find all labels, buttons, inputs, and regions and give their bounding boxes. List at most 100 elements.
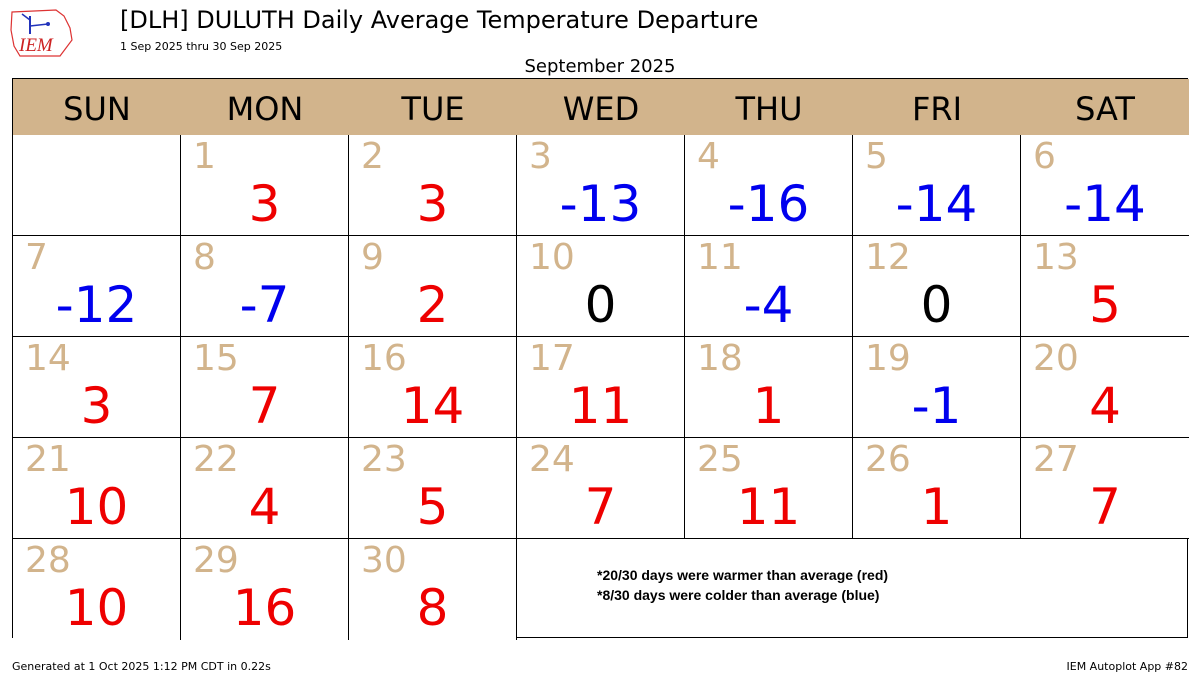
day-number: 18	[697, 338, 743, 379]
temperature-departure: 11	[568, 377, 633, 435]
temperature-departure: -14	[895, 175, 978, 233]
month-label: September 2025	[524, 56, 676, 77]
day-number: 10	[529, 237, 575, 278]
empty-day-cell	[13, 135, 181, 236]
day-cell: 5 -14	[853, 135, 1021, 236]
day-number: 4	[697, 136, 720, 177]
day-cell: 12 0	[853, 236, 1021, 337]
day-cell: 10 0	[517, 236, 685, 337]
temperature-departure: -4	[743, 276, 794, 334]
temperature-departure: 0	[920, 276, 953, 334]
day-number: 24	[529, 439, 575, 480]
temperature-departure: 7	[248, 377, 281, 435]
temperature-departure: -1	[911, 377, 962, 435]
app-label: IEM Autoplot App #82	[1066, 660, 1189, 673]
weekday-sun: SUN	[13, 79, 181, 135]
temperature-departure: 1	[920, 478, 953, 536]
warm-days-note: *20/30 days were warmer than average (re…	[597, 567, 889, 583]
day-number: 27	[1033, 439, 1079, 480]
day-number: 23	[361, 439, 407, 480]
summary-notes: *20/30 days were warmer than average (re…	[517, 539, 1189, 639]
weekday-mon: MON	[181, 79, 349, 135]
day-number: 21	[25, 439, 71, 480]
day-number: 13	[1033, 237, 1079, 278]
day-number: 1	[193, 136, 216, 177]
day-cell: 18 1	[685, 337, 853, 438]
day-number: 25	[697, 439, 743, 480]
day-number: 14	[25, 338, 71, 379]
temperature-departure: -16	[727, 175, 810, 233]
temperature-departure: -12	[55, 276, 138, 334]
day-number: 30	[361, 540, 407, 581]
temperature-departure: -13	[559, 175, 642, 233]
svg-text:IEM: IEM	[18, 35, 54, 56]
day-number: 7	[25, 237, 48, 278]
temperature-departure: 16	[232, 579, 297, 637]
day-cell: 6 -14	[1021, 135, 1189, 236]
day-cell: 7 -12	[13, 236, 181, 337]
temperature-departure: 4	[248, 478, 281, 536]
weekday-tue: TUE	[349, 79, 517, 135]
day-cell: 28 10	[13, 539, 181, 640]
day-number: 17	[529, 338, 575, 379]
day-cell: 27 7	[1021, 438, 1189, 539]
temperature-departure: 10	[64, 579, 129, 637]
day-number: 11	[697, 237, 743, 278]
day-number: 22	[193, 439, 239, 480]
iem-logo: IEM	[8, 6, 80, 58]
day-number: 12	[865, 237, 911, 278]
weekday-thu: THU	[685, 79, 853, 135]
day-number: 5	[865, 136, 888, 177]
day-number: 19	[865, 338, 911, 379]
temperature-departure: 5	[416, 478, 449, 536]
temperature-departure: 2	[416, 276, 449, 334]
day-number: 16	[361, 338, 407, 379]
temperature-departure: 3	[80, 377, 113, 435]
temperature-departure: 8	[416, 579, 449, 637]
day-number: 15	[193, 338, 239, 379]
day-number: 29	[193, 540, 239, 581]
temperature-departure: 14	[400, 377, 465, 435]
chart-title: [DLH] DULUTH Daily Average Temperature D…	[120, 6, 759, 34]
day-cell: 26 1	[853, 438, 1021, 539]
day-cell: 19 -1	[853, 337, 1021, 438]
temperature-departure: 3	[416, 175, 449, 233]
temperature-departure: 7	[584, 478, 617, 536]
day-number: 20	[1033, 338, 1079, 379]
temperature-departure: 7	[1089, 478, 1121, 536]
temperature-departure: 4	[1089, 377, 1121, 435]
day-cell: 14 3	[13, 337, 181, 438]
temperature-departure: -7	[239, 276, 290, 334]
day-cell: 11 -4	[685, 236, 853, 337]
day-number: 8	[193, 237, 216, 278]
day-cell: 24 7	[517, 438, 685, 539]
day-number: 2	[361, 136, 384, 177]
weekday-header-row: SUN MON TUE WED THU FRI SAT	[13, 79, 1189, 135]
temperature-departure: 5	[1089, 276, 1121, 334]
chart-subtitle: 1 Sep 2025 thru 30 Sep 2025	[120, 40, 283, 53]
weekday-sat: SAT	[1021, 79, 1189, 135]
weekday-fri: FRI	[853, 79, 1021, 135]
day-cell: 17 11	[517, 337, 685, 438]
day-cell: 25 11	[685, 438, 853, 539]
day-cell: 20 4	[1021, 337, 1189, 438]
generated-timestamp: Generated at 1 Oct 2025 1:12 PM CDT in 0…	[12, 660, 271, 673]
day-number: 26	[865, 439, 911, 480]
day-number: 28	[25, 540, 71, 581]
weekday-wed: WED	[517, 79, 685, 135]
temperature-departure: 3	[248, 175, 281, 233]
temperature-departure: 0	[584, 276, 617, 334]
temperature-departure: 1	[752, 377, 785, 435]
day-cell: 13 5	[1021, 236, 1189, 337]
day-cell: 23 5	[349, 438, 517, 539]
cold-days-note: *8/30 days were colder than average (blu…	[597, 587, 880, 603]
day-cell: 30 8	[349, 539, 517, 640]
day-cell: 4 -16	[685, 135, 853, 236]
day-cell: 22 4	[181, 438, 349, 539]
calendar-grid: SUN MON TUE WED THU FRI SAT *20/30 days were w…	[12, 78, 1189, 640]
day-cell: 8 -7	[181, 236, 349, 337]
temperature-departure: 11	[736, 478, 801, 536]
